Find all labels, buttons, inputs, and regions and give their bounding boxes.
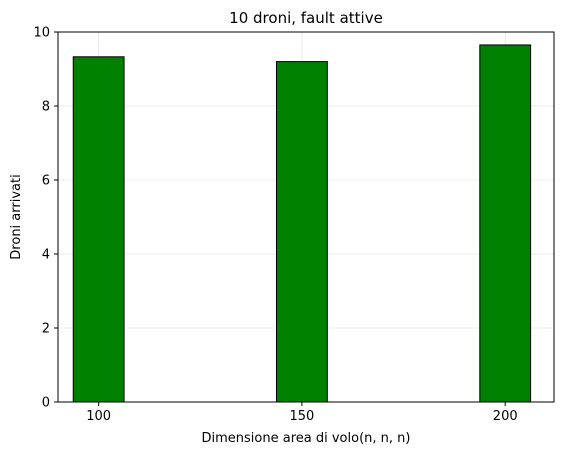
y-tick-label: 6 [42, 174, 50, 189]
y-tick-label: 8 [42, 100, 50, 115]
bars [72, 44, 532, 403]
x-tick-label: 150 [290, 409, 315, 424]
bar-100 [72, 56, 125, 403]
y-tick-label: 2 [42, 322, 50, 337]
ticks: 100 150 200 0 2 4 6 8 10 [33, 26, 517, 425]
chart-title: 10 droni, fault attive [229, 9, 383, 27]
bar-150 [276, 61, 328, 403]
x-tick-label: 200 [493, 409, 518, 424]
y-axis-label: Droni arrivati [9, 174, 24, 259]
plot-frame [57, 31, 555, 403]
y-tick-label: 0 [42, 396, 50, 411]
y-tick-label: 4 [42, 248, 50, 263]
x-axis-label: Dimensione area di volo(n, n, n) [202, 431, 411, 446]
bar-200 [479, 44, 532, 403]
x-tick-label: 100 [86, 409, 111, 424]
y-tick-label: 10 [33, 26, 50, 41]
